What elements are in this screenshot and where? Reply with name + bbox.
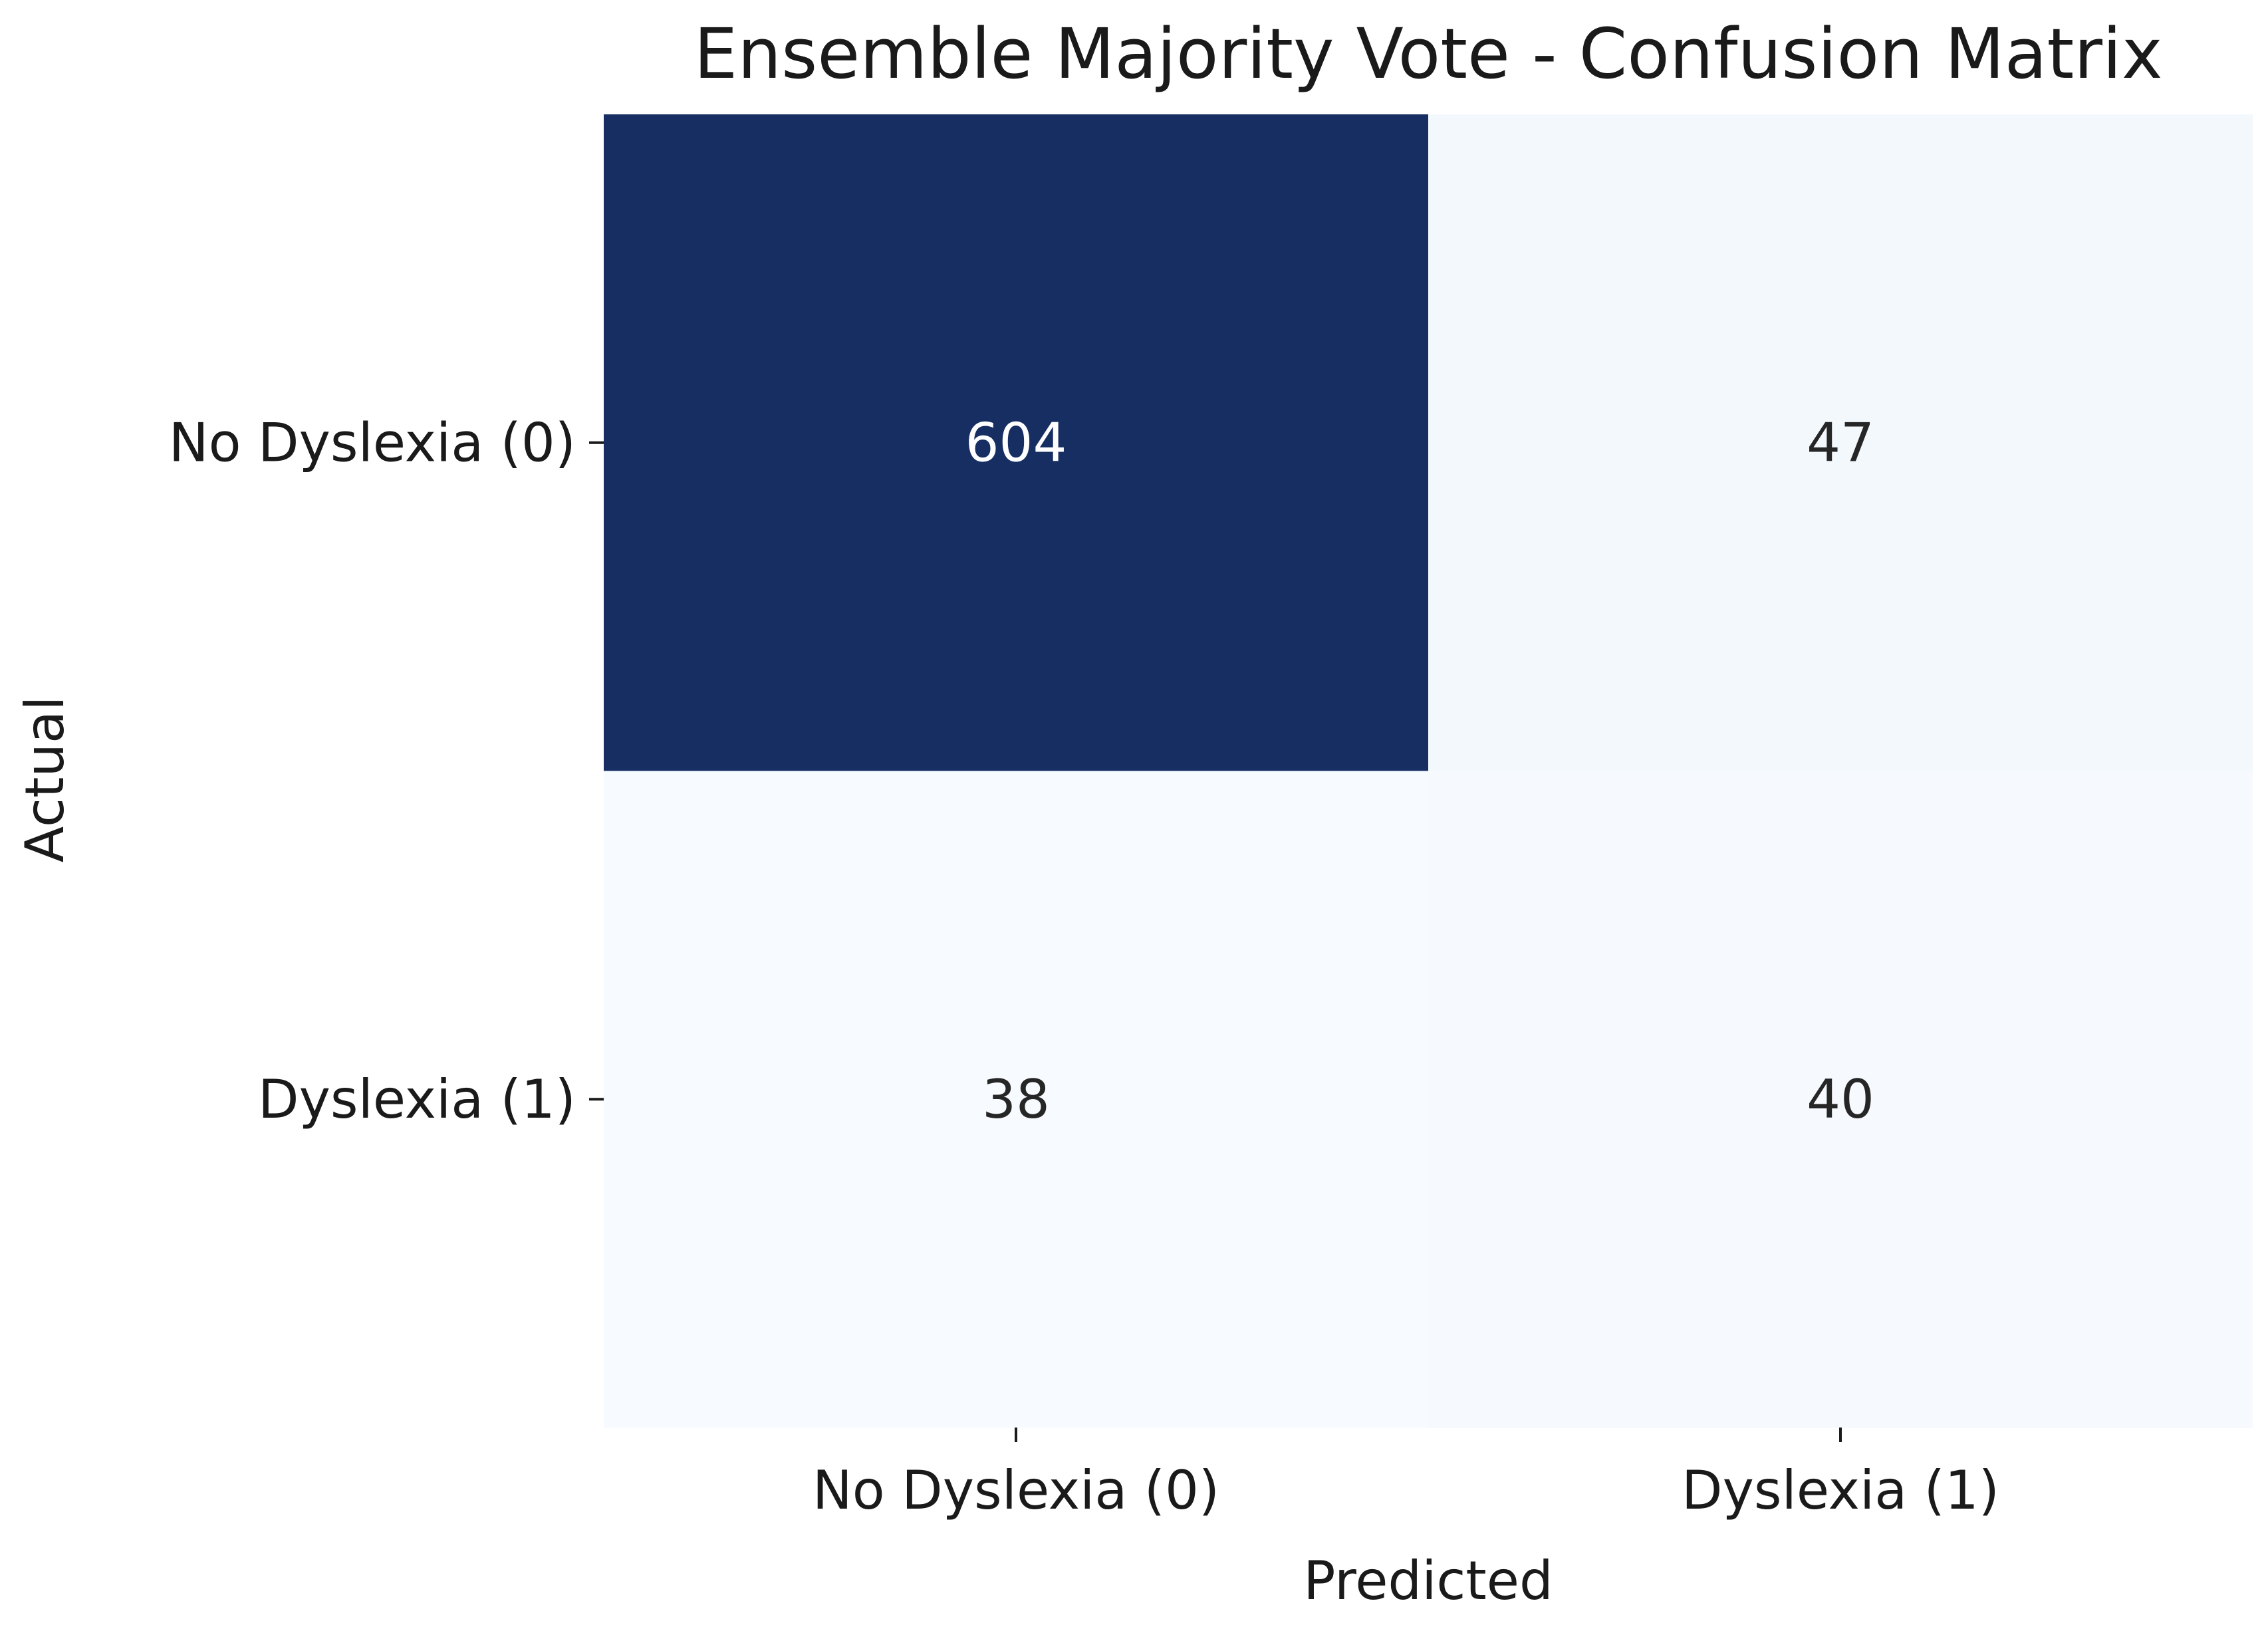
heatmap-cell-r0-c0 [604,114,1429,771]
cell-value-r1-c0: 38 [982,1068,1050,1130]
y-tick-label: No Dyslexia (0) [169,412,576,473]
cell-value-r1-c1: 40 [1807,1068,1874,1130]
cell-value-r0-c1: 47 [1807,412,1874,473]
chart-title: Ensemble Majority Vote - Confusion Matri… [694,13,2163,94]
y-tick-label: Dyslexia (1) [258,1068,576,1130]
y-axis-ticks: No Dyslexia (0) Dyslexia (1) [169,412,604,1130]
heatmap-cell-r1-c0 [604,771,1429,1428]
x-tick-label: Dyslexia (1) [1682,1459,1999,1521]
x-tick-label: No Dyslexia (0) [813,1459,1219,1521]
x-axis-ticks: No Dyslexia (0) Dyslexia (1) [813,1428,1999,1521]
heatmap-cells [604,114,2253,1428]
cell-value-r0-c0: 604 [965,412,1067,473]
heatmap-cell-r1-c1 [1428,771,2253,1428]
y-axis-label: Actual [14,696,76,863]
heatmap-cell-r0-c1 [1428,114,2253,771]
heatmap-cell-labels: 604 47 38 40 [965,412,1874,1130]
x-axis-label: Predicted [1303,1550,1553,1612]
